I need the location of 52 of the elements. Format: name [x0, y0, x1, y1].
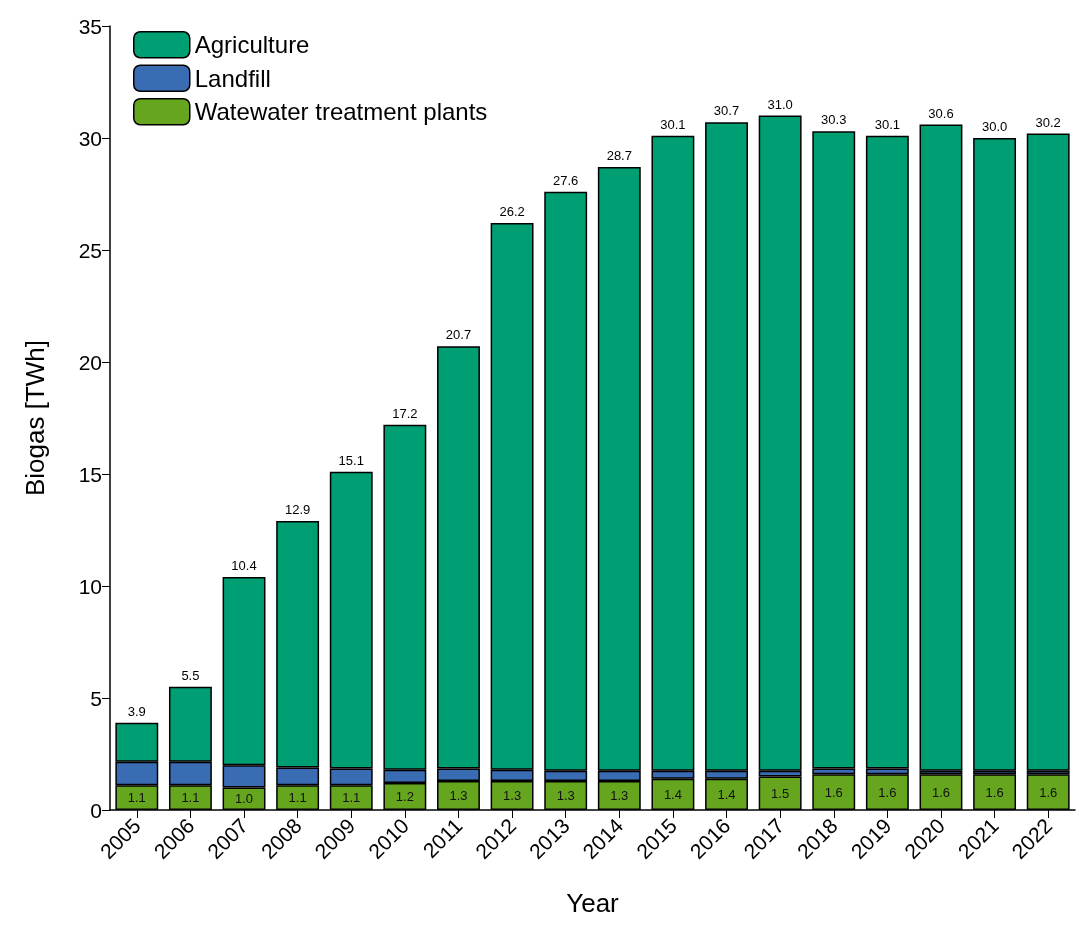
y-tick-label: 15 — [78, 462, 102, 486]
data-label: 1.6 — [1039, 784, 1058, 800]
total-label: 30.6 — [928, 105, 954, 121]
data-label: 1.6 — [931, 784, 951, 800]
y-tick-label: 10 — [78, 574, 102, 598]
total-label: 3.9 — [127, 703, 146, 719]
total-label: 12.9 — [284, 502, 311, 518]
total-label: 5.5 — [181, 667, 200, 683]
total-label: 31.0 — [767, 96, 793, 112]
y-tick-label: 35 — [78, 14, 102, 38]
y-axis-title: Biogas [TWh] — [20, 339, 50, 497]
data-label: 1.3 — [449, 787, 468, 803]
y-tick-label: 20 — [78, 350, 102, 374]
data-label: 1.1 — [342, 790, 361, 806]
total-label: 30.0 — [981, 119, 1008, 134]
total-label: 10.4 — [231, 558, 257, 574]
total-label: 17.2 — [392, 405, 418, 421]
data-label: 1.5 — [771, 785, 790, 801]
data-label: 1.3 — [503, 787, 522, 803]
data-label: 1.3 — [610, 787, 629, 803]
total-label: 30.2 — [1035, 114, 1061, 130]
x-axis-title: Year — [566, 888, 620, 918]
y-tick-label: 25 — [78, 238, 102, 262]
data-label: 1.6 — [824, 784, 843, 800]
total-label: 15.1 — [338, 452, 364, 468]
data-label: 1.6 — [878, 784, 897, 800]
data-label: 1.4 — [663, 786, 682, 802]
legend-label: Agriculture — [194, 31, 310, 59]
total-label: 30.7 — [713, 103, 740, 119]
bar — [919, 124, 963, 771]
data-label: 1.2 — [395, 789, 414, 805]
bar — [1026, 133, 1070, 771]
data-label: 1.1 — [181, 790, 200, 806]
total-label: 28.7 — [606, 148, 632, 164]
total-label: 27.6 — [553, 172, 579, 188]
data-label: 1.6 — [985, 784, 1004, 800]
total-label: 30.3 — [821, 112, 847, 128]
bar — [973, 138, 1017, 771]
data-label: 1.3 — [556, 787, 575, 803]
y-tick-label: 0 — [90, 798, 102, 822]
y-tick-label: 5 — [90, 686, 102, 710]
data-label: 1.1 — [127, 790, 146, 806]
total-label: 26.2 — [499, 204, 525, 220]
legend-label: Watewater treatment plants — [194, 98, 488, 126]
total-label: 30.1 — [874, 116, 901, 132]
data-label: 1.4 — [717, 786, 736, 802]
data-label: 1.1 — [288, 790, 307, 806]
legend-label: Landfill — [194, 64, 271, 92]
data-label: 1.0 — [234, 791, 254, 807]
total-label: 30.1 — [660, 116, 686, 132]
total-label: 20.7 — [445, 327, 472, 343]
y-tick-label: 30 — [78, 126, 102, 150]
